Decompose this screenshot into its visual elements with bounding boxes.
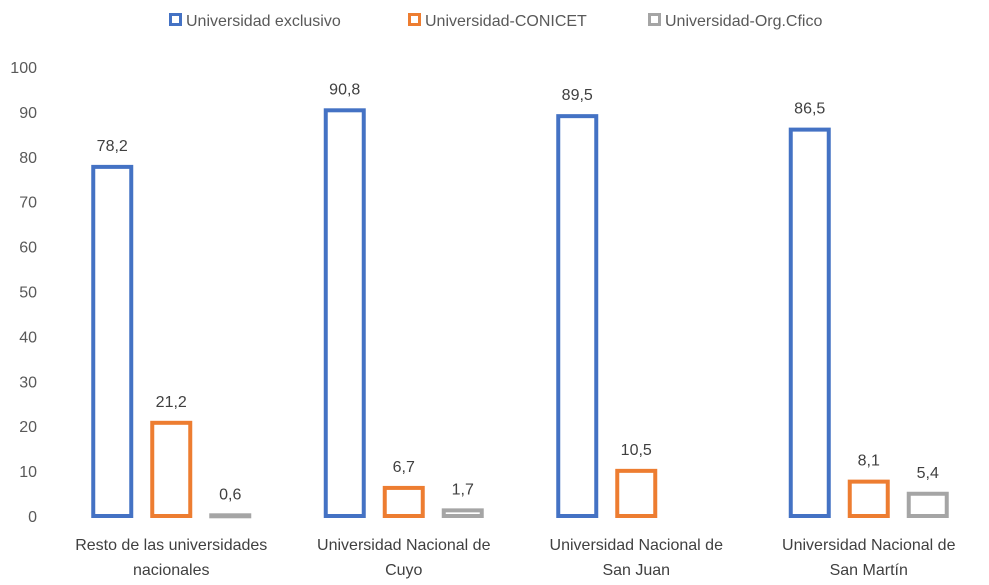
legend: Universidad exclusivo Universidad-CONICET… <box>169 13 822 30</box>
y-axis: 0 10 20 30 40 50 60 70 80 90 100 <box>10 60 37 526</box>
y-tick-label: 90 <box>19 105 37 122</box>
data-label: 0,6 <box>219 486 241 503</box>
y-tick-label: 10 <box>19 464 37 481</box>
y-tick-label: 50 <box>19 285 37 302</box>
data-label: 78,2 <box>97 138 128 155</box>
legend-swatch <box>408 13 421 26</box>
legend-label: Universidad exclusivo <box>186 13 341 30</box>
y-tick-label: 20 <box>19 419 37 436</box>
x-tick-label: Universidad Nacional de <box>550 537 724 554</box>
bar <box>209 513 252 519</box>
data-label: 21,2 <box>156 394 187 411</box>
y-tick-label: 0 <box>28 509 37 526</box>
bar <box>91 164 134 519</box>
x-tick-label: Universidad Nacional de <box>782 537 956 554</box>
x-tick-label: Cuyo <box>385 562 422 579</box>
x-tick-label: Universidad Nacional de <box>317 537 491 554</box>
y-tick-label: 70 <box>19 195 37 212</box>
y-tick-label: 30 <box>19 374 37 391</box>
x-tick-label: San Juan <box>602 562 670 579</box>
bar <box>906 491 949 518</box>
bar <box>847 479 890 519</box>
y-tick-label: 80 <box>19 150 37 167</box>
x-tick-label: nacionales <box>133 562 210 579</box>
data-label: 5,4 <box>917 465 939 482</box>
x-tick-label: Resto de las universidades <box>75 537 267 554</box>
legend-swatch <box>648 13 661 26</box>
bar <box>323 108 366 518</box>
x-axis: Resto de las universidades nacionales Univ… <box>75 537 955 579</box>
y-tick-label: 60 <box>19 240 37 257</box>
data-label: 90,8 <box>329 81 360 98</box>
bar <box>150 420 193 519</box>
legend-swatch <box>169 13 182 26</box>
bar <box>441 508 484 519</box>
y-tick-label: 100 <box>10 60 37 77</box>
bars: 78,2 21,2 0,6 90,8 6,7 1,7 89,5 10,5 86,5 8,1 5,4 <box>91 81 949 519</box>
data-label: 89,5 <box>562 87 593 104</box>
y-tick-label: 40 <box>19 329 37 346</box>
data-label: 1,7 <box>452 481 474 498</box>
bar <box>615 468 658 519</box>
data-label: 86,5 <box>794 101 825 118</box>
bar <box>382 485 425 518</box>
x-tick-label: San Martín <box>830 562 908 579</box>
legend-label: Universidad-Org.Cfico <box>665 13 822 30</box>
data-label: 8,1 <box>858 453 880 470</box>
bar <box>788 127 831 519</box>
legend-label: Universidad-CONICET <box>425 13 587 30</box>
bar <box>556 114 599 519</box>
data-label: 10,5 <box>621 442 652 459</box>
data-label: 6,7 <box>393 459 415 476</box>
